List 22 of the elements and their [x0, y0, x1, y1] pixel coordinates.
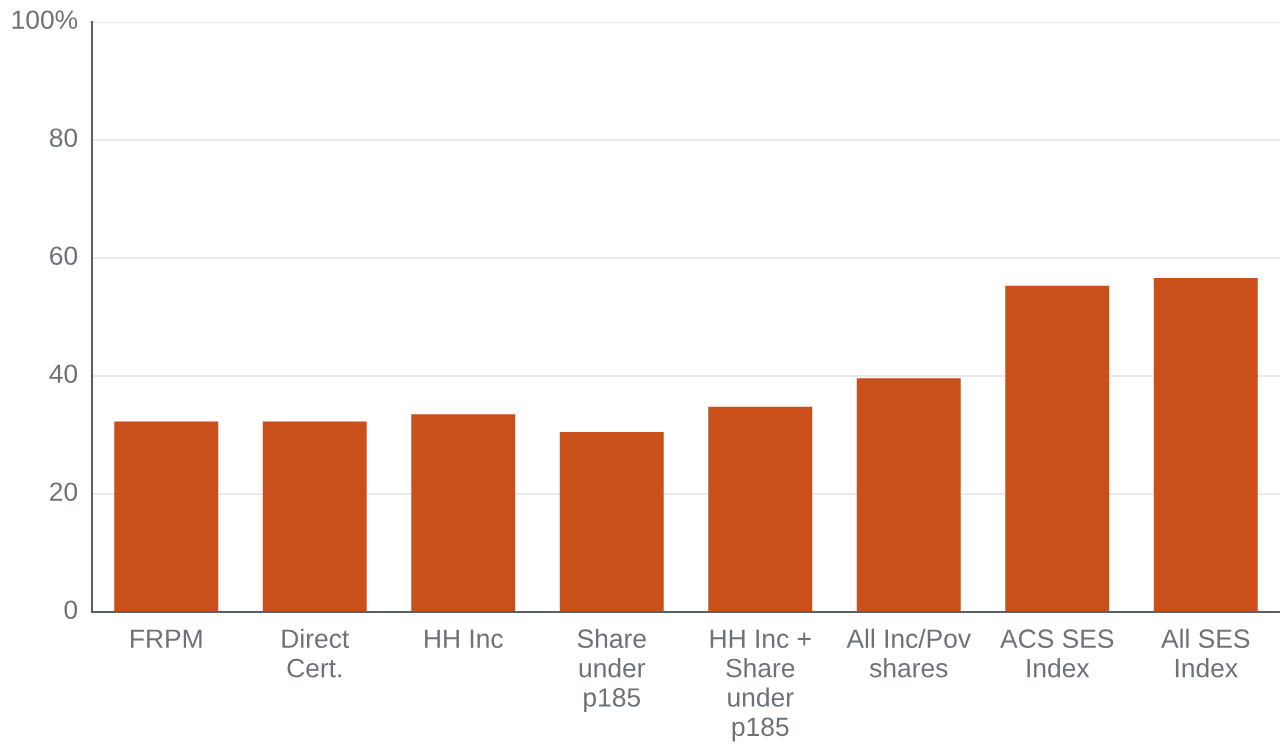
bar	[1005, 285, 1110, 612]
x-tick-label: Direct Cert.	[282, 628, 350, 678]
x-tick-label: All Inc/Pov shares	[846, 628, 971, 678]
x-tick-label: ACS SES Index	[1000, 629, 1114, 678]
bar	[114, 421, 219, 612]
x-tick-label: HH Inc	[425, 629, 503, 649]
bar	[262, 421, 367, 612]
x-tick-label: All SES Index	[1161, 628, 1250, 678]
bar	[411, 414, 516, 612]
bar	[708, 406, 813, 612]
y-tick-label: 40	[49, 364, 78, 384]
x-tick-label: FRPM	[131, 629, 202, 648]
y-tick-label: 80	[49, 128, 78, 148]
y-tick-label: 20	[50, 482, 78, 502]
y-tick-label: 100%	[12, 10, 78, 30]
y-tick-label: 60	[50, 246, 78, 266]
bar	[1153, 278, 1258, 612]
y-tick-label: 0	[64, 600, 78, 620]
x-tick-label: HH Inc + Share under p185	[710, 629, 811, 742]
bar	[856, 378, 961, 612]
bar	[559, 432, 664, 612]
x-tick-label: Share under p185	[577, 628, 646, 713]
